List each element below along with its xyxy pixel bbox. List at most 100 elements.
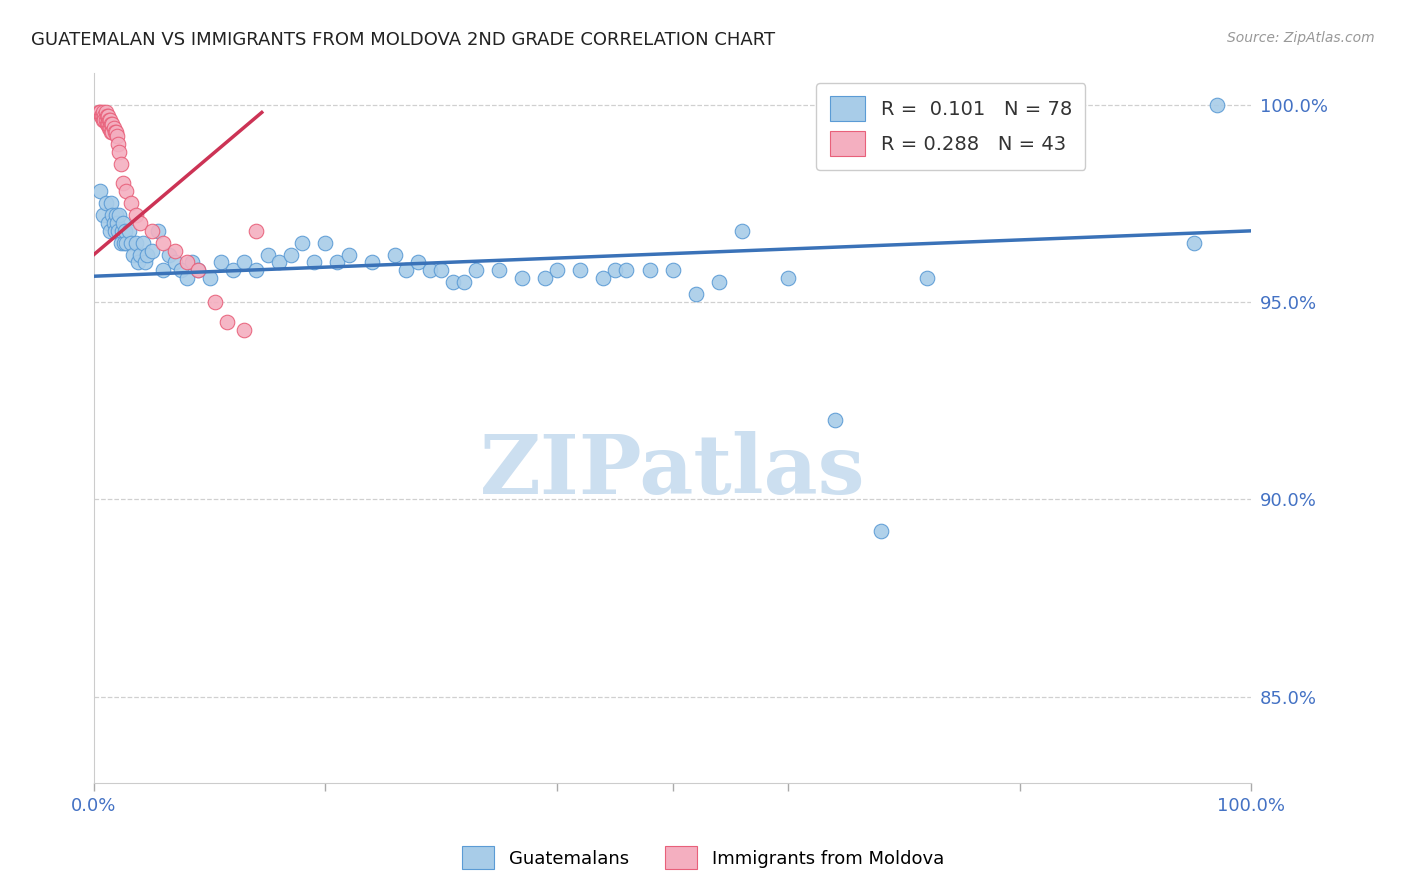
- Point: [778, 271, 800, 285]
- Point: [384, 247, 406, 261]
- Point: [510, 271, 533, 285]
- Point: [110, 235, 132, 250]
- Point: [534, 271, 557, 285]
- Point: [204, 294, 226, 309]
- Point: [114, 224, 136, 238]
- Point: [124, 235, 146, 250]
- Point: [326, 255, 349, 269]
- Point: [280, 247, 302, 261]
- Point: [122, 247, 145, 261]
- Point: [91, 105, 114, 120]
- Point: [105, 129, 128, 144]
- Point: [100, 125, 122, 139]
- Point: [97, 109, 120, 123]
- Point: [731, 224, 754, 238]
- Point: [96, 117, 118, 131]
- Point: [157, 247, 180, 261]
- Point: [120, 235, 142, 250]
- Point: [302, 255, 325, 269]
- Point: [108, 145, 131, 159]
- Point: [245, 224, 267, 238]
- Point: [98, 121, 121, 136]
- Legend: Guatemalans, Immigrants from Moldova: Guatemalans, Immigrants from Moldova: [453, 838, 953, 879]
- Point: [163, 255, 186, 269]
- Point: [111, 224, 134, 238]
- Point: [94, 113, 117, 128]
- Text: ZIPatlas: ZIPatlas: [479, 431, 866, 511]
- Point: [101, 117, 124, 131]
- Point: [105, 216, 128, 230]
- Point: [93, 109, 115, 123]
- Text: GUATEMALAN VS IMMIGRANTS FROM MOLDOVA 2ND GRADE CORRELATION CHART: GUATEMALAN VS IMMIGRANTS FROM MOLDOVA 2N…: [31, 31, 775, 49]
- Point: [152, 235, 174, 250]
- Point: [152, 263, 174, 277]
- Point: [131, 235, 153, 250]
- Point: [291, 235, 314, 250]
- Point: [111, 216, 134, 230]
- Point: [127, 255, 149, 269]
- Point: [100, 117, 122, 131]
- Point: [824, 413, 846, 427]
- Point: [661, 263, 683, 277]
- Point: [100, 196, 122, 211]
- Point: [337, 247, 360, 261]
- Point: [104, 208, 127, 222]
- Point: [104, 224, 127, 238]
- Point: [187, 263, 209, 277]
- Point: [917, 271, 939, 285]
- Point: [89, 185, 111, 199]
- Point: [870, 524, 893, 538]
- Point: [101, 125, 124, 139]
- Point: [222, 263, 245, 277]
- Point: [1205, 97, 1227, 112]
- Point: [129, 216, 152, 230]
- Point: [97, 117, 120, 131]
- Point: [101, 208, 124, 222]
- Point: [98, 121, 121, 136]
- Point: [176, 255, 198, 269]
- Point: [111, 177, 134, 191]
- Point: [94, 196, 117, 211]
- Point: [546, 263, 568, 277]
- Point: [120, 196, 142, 211]
- Legend: R =  0.101   N = 78, R = 0.288   N = 43: R = 0.101 N = 78, R = 0.288 N = 43: [817, 83, 1085, 169]
- Point: [181, 255, 204, 269]
- Point: [603, 263, 626, 277]
- Point: [108, 208, 131, 222]
- Point: [707, 275, 730, 289]
- Point: [104, 125, 127, 139]
- Point: [112, 235, 135, 250]
- Point: [87, 105, 110, 120]
- Point: [360, 255, 382, 269]
- Point: [638, 263, 661, 277]
- Point: [107, 224, 129, 238]
- Point: [103, 216, 125, 230]
- Point: [233, 322, 256, 336]
- Point: [233, 255, 256, 269]
- Point: [464, 263, 486, 277]
- Point: [89, 105, 111, 120]
- Point: [256, 247, 278, 261]
- Point: [134, 255, 156, 269]
- Point: [91, 208, 114, 222]
- Point: [91, 113, 114, 128]
- Point: [90, 109, 112, 123]
- Point: [1182, 235, 1205, 250]
- Point: [118, 224, 141, 238]
- Point: [110, 157, 132, 171]
- Point: [170, 263, 193, 277]
- Point: [115, 235, 138, 250]
- Point: [395, 263, 418, 277]
- Point: [107, 136, 129, 151]
- Point: [314, 235, 336, 250]
- Point: [163, 244, 186, 258]
- Text: Source: ZipAtlas.com: Source: ZipAtlas.com: [1227, 31, 1375, 45]
- Point: [124, 208, 146, 222]
- Point: [136, 247, 159, 261]
- Point: [98, 113, 121, 128]
- Point: [430, 263, 453, 277]
- Point: [141, 224, 163, 238]
- Point: [94, 105, 117, 120]
- Point: [104, 125, 127, 139]
- Point: [146, 224, 169, 238]
